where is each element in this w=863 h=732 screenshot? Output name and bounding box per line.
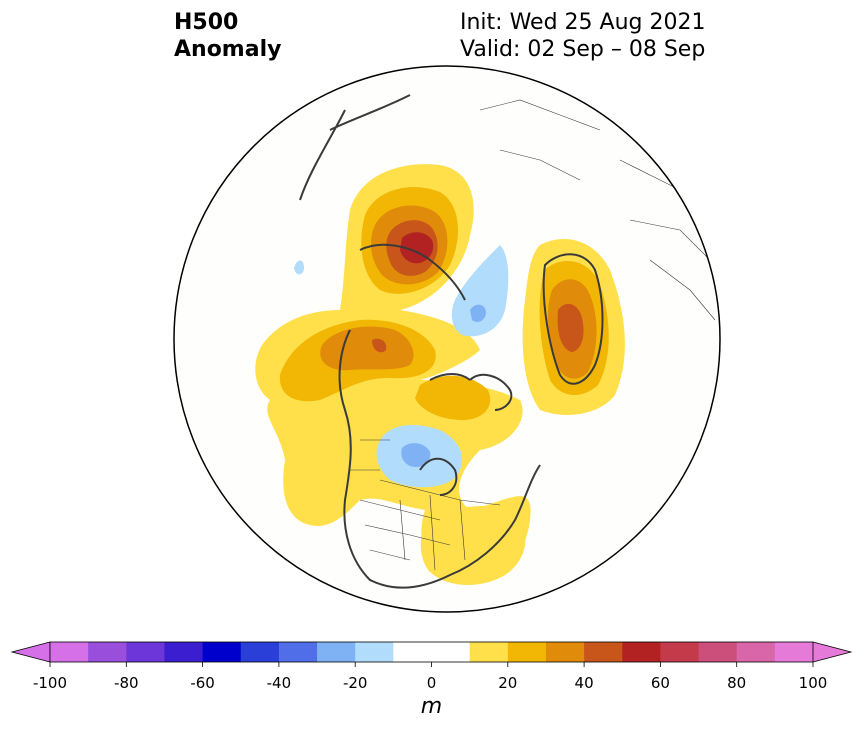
forecast-dates: Init: Wed 25 Aug 2021 Valid: 02 Sep – 08… — [460, 9, 705, 63]
colorbar-segment — [774, 642, 814, 662]
colorbar-segment — [507, 642, 547, 662]
colorbar-segment — [660, 642, 700, 662]
colorbar-extend-low — [10, 641, 51, 663]
colorbar-tick-label: 20 — [498, 674, 517, 692]
coastline-hudson-bay — [419, 457, 458, 496]
colorbar-tick-label: 60 — [651, 674, 670, 692]
colorbar-ticks: -100 -80 -60 -40 -20 0 20 40 60 80 100 — [33, 662, 827, 692]
colorbar-segment — [469, 642, 509, 662]
colorbar-segment — [736, 642, 776, 662]
anomaly-positive-southeast — [420, 505, 526, 586]
anomaly-negative-arctic-core — [470, 304, 486, 323]
colorbar-segment — [622, 642, 661, 662]
anomaly-20-center — [415, 375, 491, 420]
colorbar-segment — [698, 642, 738, 662]
map-disc — [173, 65, 721, 613]
colorbar-tick-label: -60 — [190, 674, 215, 692]
title-line-anomaly: Anomaly — [174, 37, 282, 62]
colorbar-segment — [88, 642, 127, 662]
colorbar-unit: m — [420, 694, 443, 719]
colorbar-tick-label: -40 — [267, 674, 292, 692]
anomaly-shading — [255, 164, 625, 586]
political-borders — [350, 99, 716, 571]
colorbar-segment — [126, 642, 165, 662]
title-line-h500: H500 — [174, 10, 239, 35]
colorbar-extend-high — [812, 641, 853, 663]
anomaly-50-center — [372, 338, 387, 353]
colorbar-segment — [584, 642, 623, 662]
colorbar-segment — [240, 642, 280, 662]
colorbar-segment — [202, 642, 242, 662]
coastline-eurasia — [299, 94, 466, 301]
anomaly-negative-canada-core — [401, 443, 431, 468]
coastline-north-america — [338, 329, 541, 589]
polar-map — [173, 65, 721, 613]
colorbar-segment — [317, 642, 356, 662]
colorbar-tick-label: 80 — [727, 674, 746, 692]
anomaly-30-west-lower — [320, 326, 414, 371]
anomaly-negative-arctic — [451, 245, 509, 337]
map-title: H500 Anomaly — [174, 9, 281, 63]
colorbar-segment — [278, 642, 318, 662]
colorbar-segment — [393, 642, 471, 662]
colorbar-segment — [355, 642, 394, 662]
colorbar-tick-label: -20 — [343, 674, 368, 692]
anomaly-40-east — [557, 303, 584, 352]
colorbar-segment — [50, 642, 89, 662]
init-date-label: Init: Wed 25 Aug 2021 — [460, 10, 706, 35]
colorbar-segment — [164, 642, 204, 662]
valid-range-label: Valid: 02 Sep – 08 Sep — [460, 37, 706, 62]
colorbar-tick-label: -80 — [114, 674, 139, 692]
colorbar-tick-label: 40 — [575, 674, 594, 692]
colorbar-tick-label: 100 — [799, 674, 828, 692]
map-boundary — [173, 65, 721, 613]
anomaly-negative-small — [294, 260, 304, 275]
colorbar-tick-label: 0 — [427, 674, 437, 692]
colorbar-tick-label: -100 — [33, 674, 67, 692]
coastlines — [299, 94, 716, 589]
coastline-greenland — [542, 253, 604, 385]
colorbar-segments — [10, 641, 853, 663]
colorbar-segment — [545, 642, 585, 662]
